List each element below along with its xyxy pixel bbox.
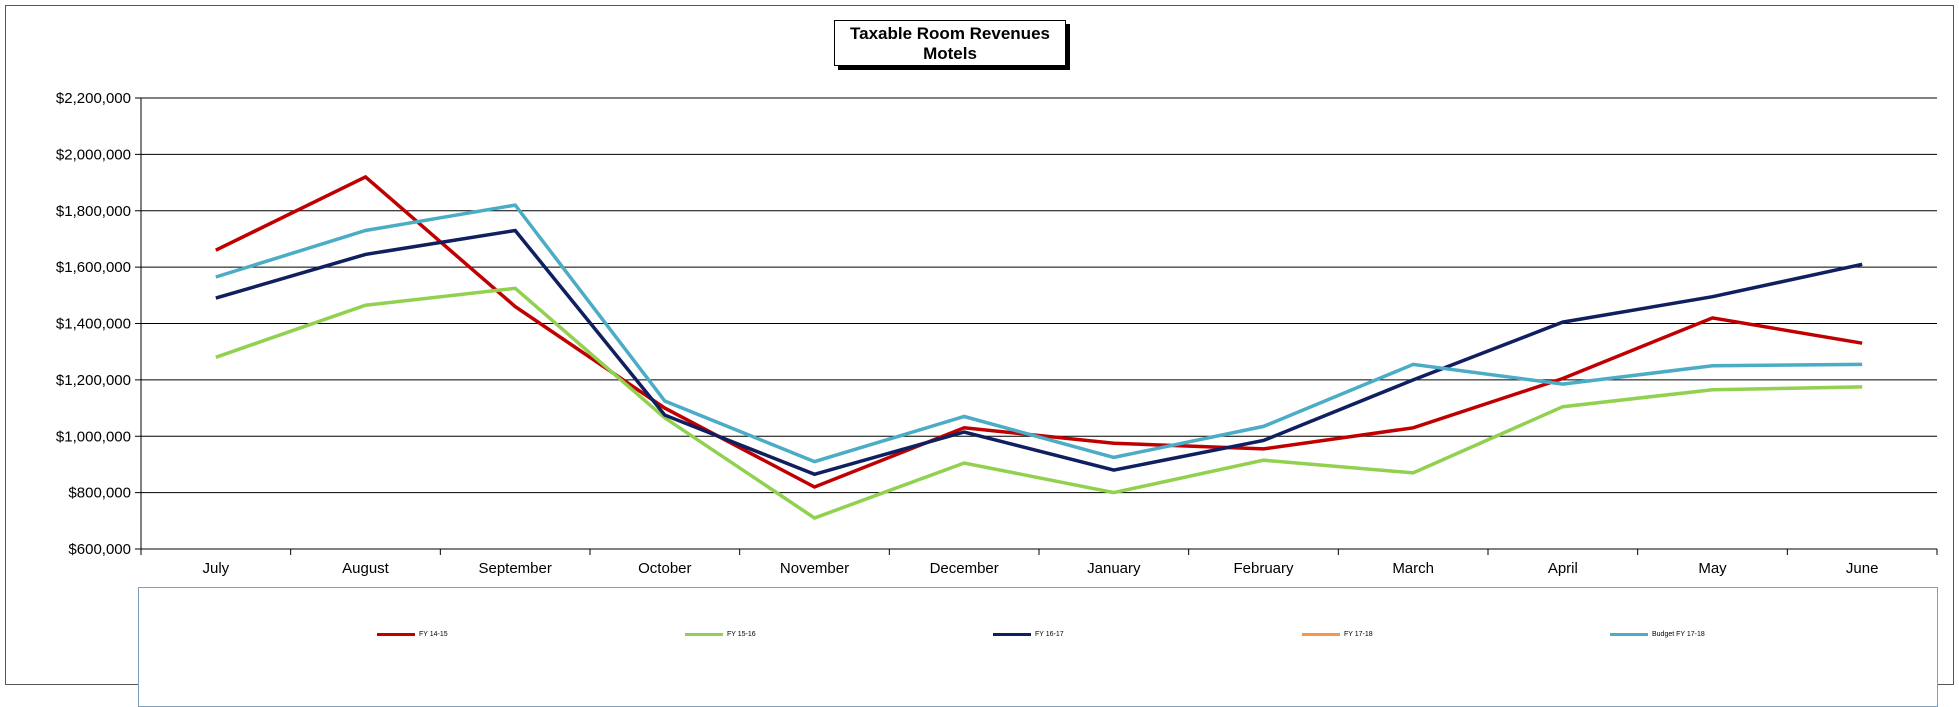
- x-tick-label: May: [1698, 560, 1727, 577]
- x-tick-label: July: [202, 560, 229, 577]
- x-tick-label: October: [638, 560, 691, 577]
- x-tick-label: February: [1233, 560, 1294, 577]
- x-tick-label: September: [478, 560, 551, 577]
- legend-swatch: [1302, 632, 1340, 636]
- x-tick-label: March: [1392, 560, 1434, 577]
- legend: FY 14-15 FY 15-16 FY 16-17 FY 17-18 Budget F…: [138, 587, 1938, 707]
- chart-title-line-2: Motels: [923, 44, 977, 63]
- y-tick-label: $2,200,000: [56, 90, 131, 107]
- x-tick-label: November: [780, 560, 849, 577]
- series-line-0: [215, 174, 1863, 489]
- y-tick-label: $1,800,000: [56, 203, 131, 220]
- legend-swatch: [1610, 632, 1648, 636]
- series-line-2: [215, 228, 1863, 477]
- y-tick-label: $2,000,000: [56, 146, 131, 163]
- legend-label: FY 15-16: [727, 630, 756, 638]
- line-chart: $600,000 $800,000 $1,000,000 $1,200,000 $1,4…: [56, 90, 1938, 577]
- x-tick-label: January: [1087, 560, 1141, 577]
- y-tick-label: $1,600,000: [56, 259, 131, 276]
- x-tick-label: August: [342, 560, 390, 577]
- x-tick-label: June: [1846, 560, 1879, 577]
- y-tick-label: $1,000,000: [56, 428, 131, 445]
- legend-swatch: [377, 632, 415, 636]
- legend-item-3: FY 17-18: [1302, 628, 1373, 640]
- legend-item-0: FY 14-15: [377, 628, 448, 640]
- chart-title-line-1: Taxable Room Revenues: [850, 24, 1050, 43]
- legend-label: FY 16-17: [1035, 630, 1064, 638]
- series-lines: [215, 174, 1863, 520]
- y-tick-label: $1,400,000: [56, 316, 131, 333]
- axes: $600,000 $800,000 $1,000,000 $1,200,000 $1,4…: [56, 90, 1938, 577]
- y-tick-label: $800,000: [68, 485, 131, 502]
- x-tick-label: December: [930, 560, 999, 577]
- legend-swatch: [993, 632, 1031, 636]
- y-tick-label: $1,200,000: [56, 372, 131, 389]
- legend-item-4: Budget FY 17-18: [1610, 628, 1705, 640]
- chart-title: Taxable Room Revenues Motels: [834, 20, 1066, 66]
- x-tick-label: April: [1548, 560, 1578, 577]
- legend-item-2: FY 16-17: [993, 628, 1064, 640]
- y-tick-label: $600,000: [68, 541, 131, 558]
- legend-label: FY 14-15: [419, 630, 448, 638]
- legend-item-1: FY 15-16: [685, 628, 756, 640]
- legend-swatch: [685, 632, 723, 636]
- gridlines: [141, 97, 1937, 550]
- chart-frame: [5, 5, 1954, 685]
- series-line-1: [215, 286, 1863, 520]
- legend-label: Budget FY 17-18: [1652, 630, 1705, 638]
- series-line-4: [215, 203, 1863, 464]
- legend-label: FY 17-18: [1344, 630, 1373, 638]
